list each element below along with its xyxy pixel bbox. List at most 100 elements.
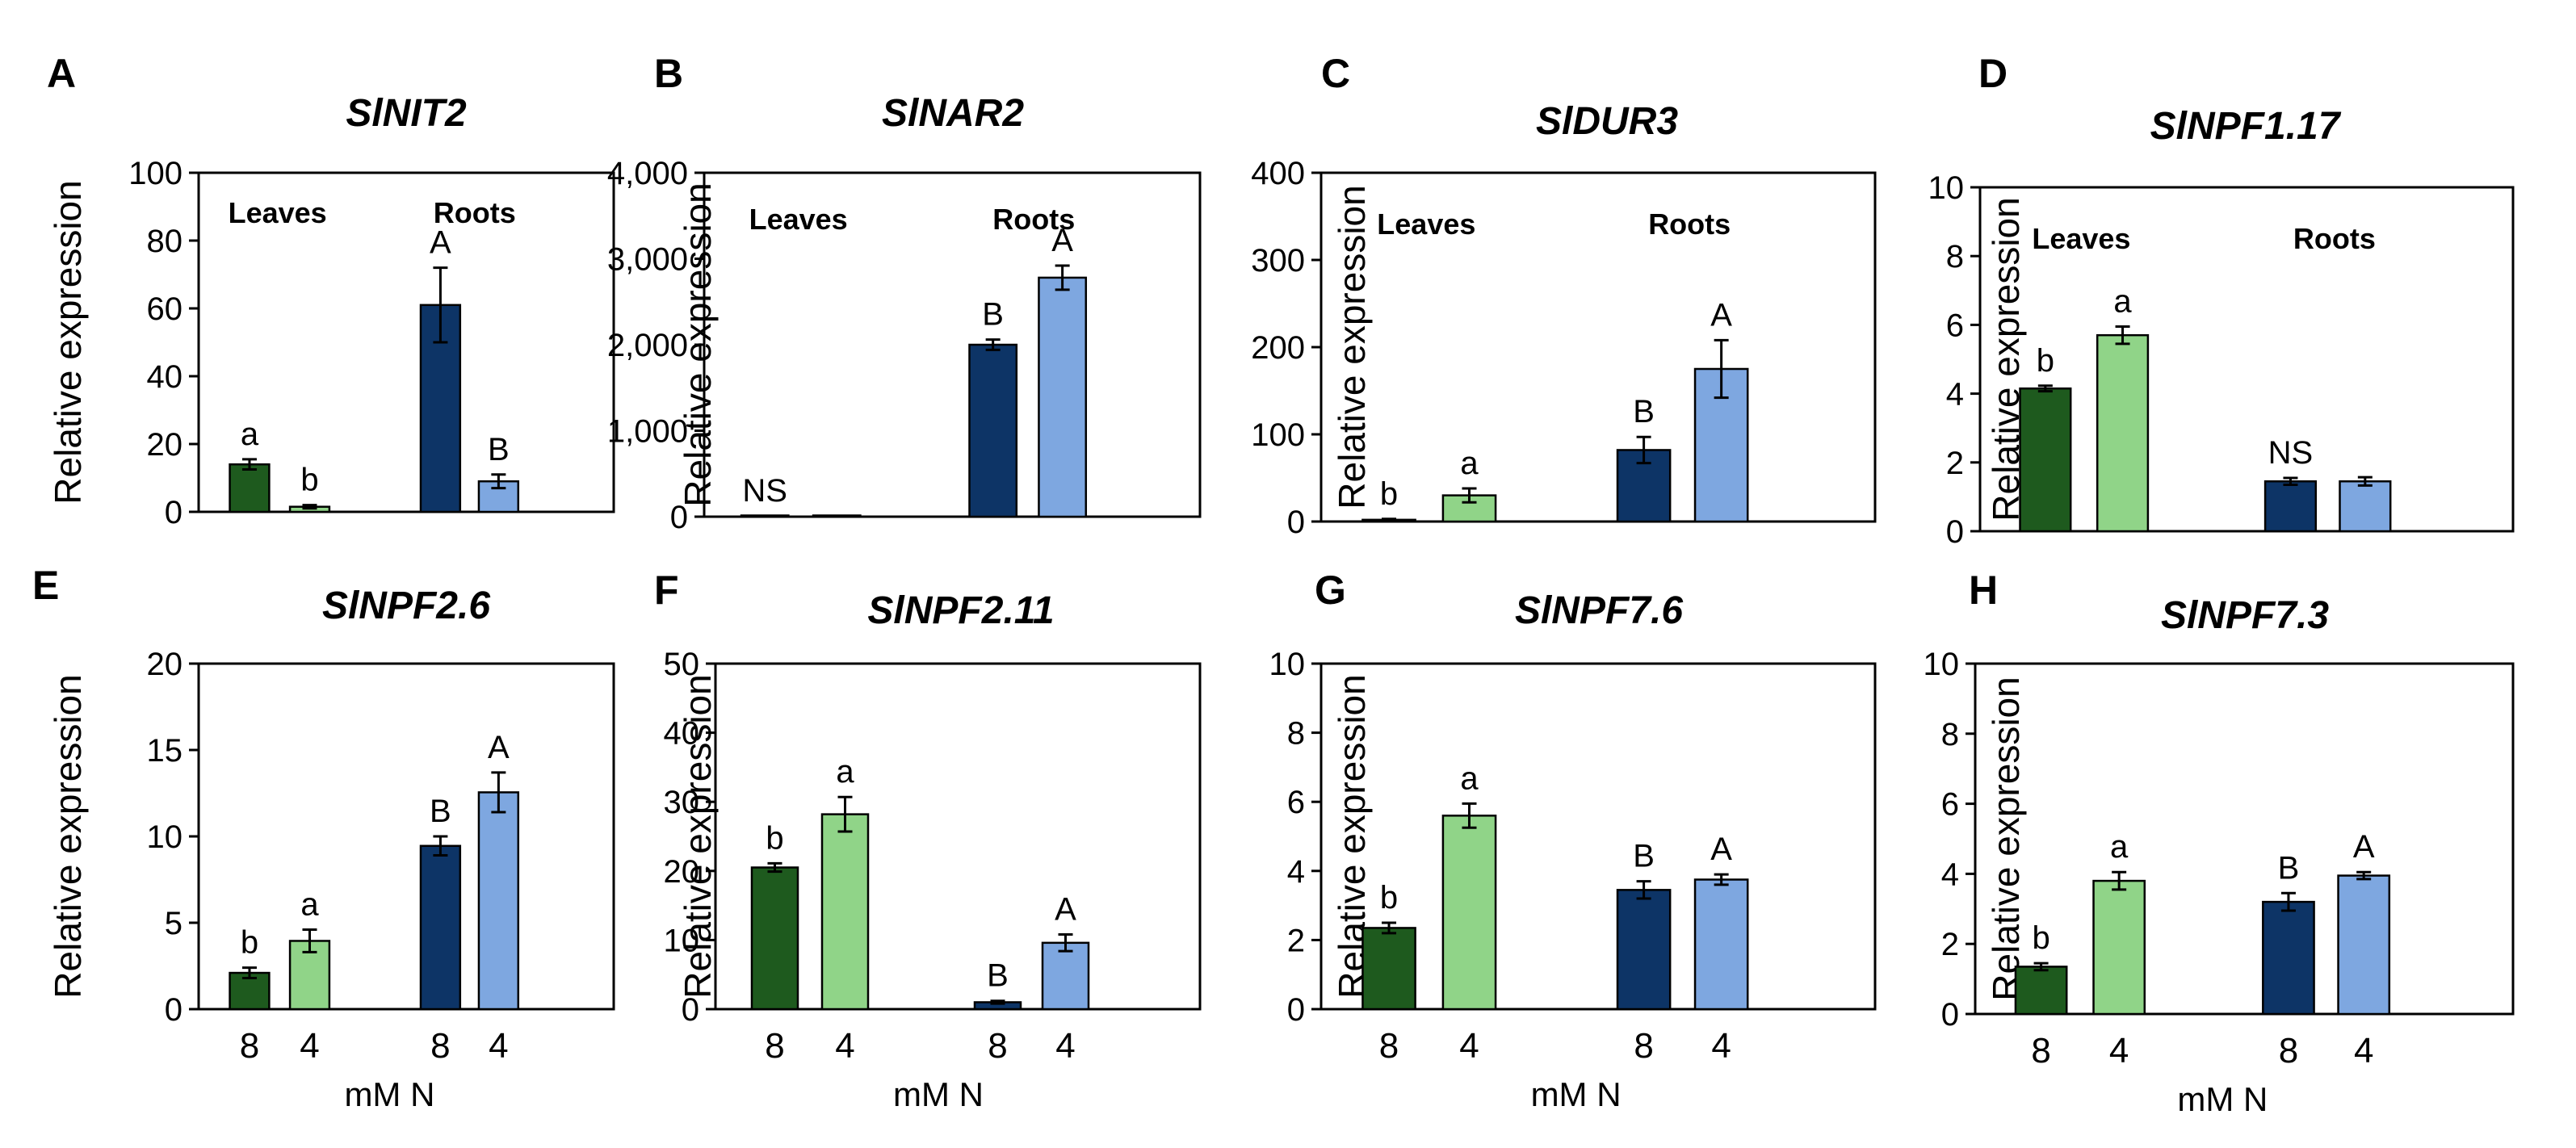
- plot-frame: [1974, 662, 2515, 1016]
- y-tick-label: 8: [1946, 239, 1964, 274]
- significance-letter: A: [488, 730, 510, 765]
- y-tick-label: 60: [147, 291, 183, 327]
- y-tick-label: 0: [165, 495, 183, 530]
- x-category-label: 4: [489, 1026, 508, 1066]
- bar-roots-8: [2263, 480, 2318, 533]
- y-tick-label: 5: [165, 906, 183, 941]
- significance-letter: a: [1460, 446, 1479, 481]
- significance-letter: a: [836, 754, 854, 790]
- x-category-label: 8: [988, 1026, 1007, 1066]
- y-tick-label: 20: [147, 647, 183, 682]
- y-tick-label: 4,000: [607, 156, 688, 191]
- y-axis-label: Relative expression: [677, 674, 719, 998]
- bar-roots-4: [477, 791, 520, 1011]
- y-tick-label: 1,000: [607, 414, 688, 450]
- bar-roots-8: [1616, 889, 1672, 1011]
- chart-title: SlNPF2.11: [867, 589, 1054, 632]
- tissue-label-leaves: Leaves: [1377, 207, 1475, 241]
- bar-roots-4: [2339, 480, 2392, 533]
- panel-letter: B: [654, 51, 683, 96]
- panel-letter: H: [1969, 568, 1998, 613]
- bar-leaves-4: [820, 813, 870, 1011]
- y-tick-label: 4: [1941, 857, 1959, 892]
- bar-roots-4: [2337, 874, 2391, 1016]
- x-category-label: 8: [430, 1026, 450, 1066]
- plot-frame: [197, 171, 615, 513]
- y-tick-label: 30: [664, 785, 700, 820]
- y-tick-label: 400: [1251, 156, 1305, 191]
- y-tick-label: 10: [1269, 647, 1306, 682]
- chart-title: SlNIT2: [346, 92, 467, 135]
- bar-roots-8: [2262, 900, 2315, 1016]
- y-tick-label: 8: [1941, 717, 1959, 752]
- x-category-label: 4: [2109, 1031, 2129, 1070]
- tissue-label-roots: Roots: [434, 196, 516, 229]
- x-category-label: 4: [1459, 1026, 1479, 1066]
- y-tick-label: 10: [147, 819, 183, 855]
- significance-letter: B: [982, 297, 1004, 333]
- panel-letter: A: [47, 51, 76, 96]
- x-axis-label: mM N: [893, 1075, 984, 1113]
- bar-leaves-8: [750, 866, 799, 1011]
- plot-frame: [1319, 662, 1877, 1011]
- y-tick-label: 0: [1941, 997, 1959, 1033]
- y-tick-label: 300: [1251, 243, 1305, 279]
- x-category-label: 8: [1634, 1026, 1653, 1066]
- chart-title: SlNPF1.17: [2150, 105, 2342, 148]
- bar-roots-4: [1041, 941, 1090, 1011]
- plot-frame: [197, 662, 615, 1011]
- tissue-label-roots: Roots: [1648, 207, 1731, 241]
- panel-A: A SlNIT2 Relative expression 0 20 40 60 80 100 a b…: [47, 51, 615, 530]
- y-tick-label: 2: [1287, 923, 1305, 958]
- significance-letter: B: [1633, 839, 1655, 874]
- chart-title: SlNAR2: [882, 92, 1024, 135]
- panel-C: C SlDUR3 Relative expression 0 100 200 300 400 b…: [1251, 51, 1877, 540]
- y-tick-label: 8: [1287, 716, 1305, 752]
- significance-letter: A: [1051, 223, 1073, 258]
- x-category-label: 4: [1055, 1026, 1075, 1066]
- y-tick-label: 6: [1941, 787, 1959, 823]
- significance-letter: B: [488, 432, 510, 467]
- x-category-label: 8: [765, 1026, 784, 1066]
- panel-E: E SlNPF2.6 Relative expression 0 5 10 15 20 b a B A…: [32, 563, 615, 1113]
- bar-leaves-4: [1441, 815, 1497, 1011]
- bar-leaves-8: [229, 463, 271, 513]
- panel-H: H SlNPF7.3 Relative expression 0 2 4 6 8 10 b a B A 8…: [1924, 568, 2515, 1118]
- y-tick-label: 100: [1251, 417, 1305, 453]
- y-tick-label: 50: [664, 647, 700, 682]
- y-tick-label: 10: [664, 923, 700, 958]
- significance-letter: A: [2353, 829, 2375, 865]
- significance-letter: b: [766, 820, 783, 856]
- x-category-label: 4: [2354, 1031, 2373, 1070]
- y-tick-label: 200: [1251, 330, 1305, 366]
- y-tick-label: 15: [147, 733, 183, 769]
- panel-letter: G: [1315, 568, 1346, 613]
- significance-letter: B: [987, 958, 1009, 994]
- x-category-label: 8: [2031, 1031, 2050, 1070]
- bar-leaves-8: [740, 514, 790, 518]
- significance-letter: B: [430, 794, 451, 829]
- y-tick-label: 2,000: [607, 328, 688, 363]
- tissue-label-roots: Roots: [2293, 222, 2376, 255]
- y-tick-label: 40: [664, 716, 700, 752]
- y-tick-label: 4: [1946, 377, 1964, 413]
- significance-letter: b: [1380, 880, 1398, 915]
- significance-letter: b: [2037, 343, 2054, 379]
- plot-frame: [714, 662, 1202, 1011]
- y-tick-label: 2: [1941, 927, 1959, 962]
- tissue-label-roots: Roots: [992, 203, 1075, 236]
- panel-letter: F: [654, 568, 679, 613]
- x-category-label: 4: [300, 1026, 319, 1066]
- y-tick-label: 0: [1287, 992, 1305, 1028]
- significance-letter: A: [430, 225, 451, 261]
- significance-letter: b: [241, 925, 258, 961]
- significance-letter: a: [2110, 829, 2129, 865]
- y-tick-label: 6: [1287, 785, 1305, 820]
- panel-letter: E: [32, 563, 59, 608]
- x-category-label: 8: [240, 1026, 259, 1066]
- tissue-label-leaves: Leaves: [229, 196, 327, 229]
- bar-roots-8: [968, 343, 1018, 518]
